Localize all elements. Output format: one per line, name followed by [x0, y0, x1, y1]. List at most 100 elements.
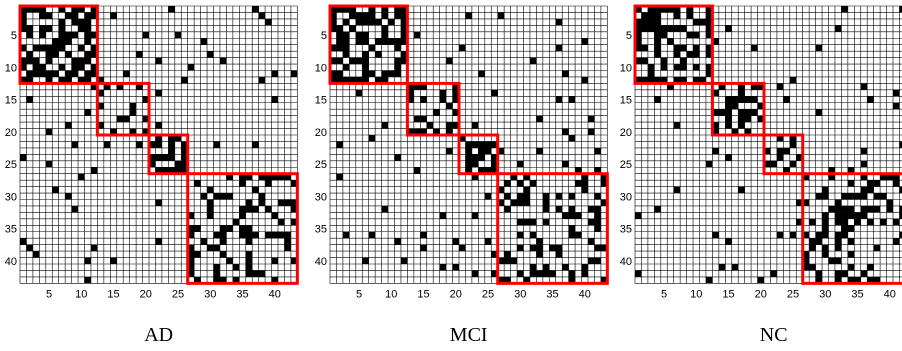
matrix-cell	[32, 44, 40, 52]
matrix-cell	[290, 180, 298, 187]
matrix-cell	[705, 31, 713, 39]
matrix-cell	[349, 6, 356, 13]
matrix-cell	[549, 244, 556, 252]
matrix-cell	[381, 6, 389, 13]
matrix-cell	[834, 212, 842, 219]
matrix-cell	[491, 160, 498, 168]
matrix-cell	[245, 257, 253, 264]
matrix-cell	[58, 31, 66, 39]
matrix-cell	[815, 231, 823, 239]
matrix-cell	[213, 244, 220, 252]
matrix-cell	[207, 51, 214, 58]
matrix-cell	[635, 44, 642, 52]
matrix-cell	[725, 96, 732, 103]
matrix-cell	[517, 244, 524, 252]
matrix-cell	[686, 6, 694, 13]
matrix-cell	[439, 212, 447, 219]
matrix-panel-nc: 5 10 15 20 25 30 35 40 5 10 15 20 25 30 35 40 NC	[620, 4, 902, 346]
matrix-cell	[484, 141, 492, 148]
matrix-cell	[789, 135, 797, 142]
y-tick-label: 40	[620, 256, 632, 268]
matrix-cell	[39, 12, 46, 19]
matrix-cell	[84, 276, 91, 284]
matrix-cell	[336, 173, 343, 181]
y-tick-label: 20	[315, 127, 327, 139]
matrix-cell	[673, 6, 681, 13]
matrix-cell	[452, 264, 459, 271]
matrix-cell	[394, 12, 401, 19]
matrix-cell	[400, 51, 408, 58]
matrix-cell	[368, 12, 376, 19]
matrix-cell	[510, 173, 518, 181]
matrix-cell	[660, 31, 668, 39]
matrix-cell	[673, 122, 681, 129]
matrix-cell	[860, 160, 868, 168]
matrix-cell	[757, 276, 764, 284]
matrix-cell	[381, 205, 389, 213]
matrix-cell	[232, 218, 240, 226]
matrix-cell	[39, 44, 46, 52]
matrix-cell	[860, 173, 868, 181]
matrix-cell	[26, 31, 33, 39]
matrix-cell	[155, 199, 162, 206]
matrix-cell	[446, 102, 453, 110]
matrix-cell	[484, 238, 492, 245]
matrix-cell	[705, 70, 713, 77]
matrix-cell	[510, 199, 518, 206]
matrix-cell	[45, 160, 53, 168]
matrix-cell	[776, 83, 784, 90]
matrix-cell	[581, 270, 588, 277]
y-tick-label: 40	[5, 256, 17, 268]
matrix-cell	[783, 147, 790, 155]
matrix-cell	[452, 109, 459, 116]
x-tick-label: 30	[819, 288, 831, 300]
matrix-cell	[336, 6, 343, 13]
matrix-cell	[58, 38, 66, 45]
matrix-cell	[809, 238, 816, 245]
matrix-cell	[290, 218, 298, 226]
matrix-cell	[594, 193, 601, 200]
matrix-cell	[413, 83, 421, 90]
matrix-cell	[491, 251, 498, 258]
matrix-cell	[581, 264, 588, 271]
matrix-cell	[181, 141, 188, 148]
matrix-cell	[465, 167, 472, 174]
matrix-cell	[893, 218, 900, 226]
matrix-cell	[355, 31, 363, 39]
matrix-cell	[78, 173, 85, 181]
matrix-cell	[660, 64, 668, 71]
matrix-cell	[465, 154, 472, 161]
matrix-cell	[822, 193, 829, 200]
matrix-cell	[815, 276, 823, 284]
matrix-cell	[693, 44, 700, 52]
matrix-cell	[400, 257, 408, 264]
matrix-cell	[555, 193, 563, 200]
matrix-cell	[381, 25, 389, 32]
matrix-cell	[168, 147, 175, 155]
matrix-cell	[336, 76, 343, 84]
matrix-cell	[336, 141, 343, 148]
matrix-cell	[873, 244, 881, 252]
matrix-cell	[764, 147, 771, 155]
matrix-cell	[738, 186, 745, 194]
matrix-cell	[258, 173, 266, 181]
matrix-cell	[822, 225, 829, 232]
matrix-cell	[822, 231, 829, 239]
matrix-cell	[497, 257, 505, 264]
matrix-cell	[847, 167, 855, 174]
matrix-cell	[815, 238, 823, 245]
matrix-cell	[834, 238, 842, 245]
matrix-cell	[84, 25, 91, 32]
matrix-cell	[39, 64, 46, 71]
matrix-cell	[265, 18, 272, 26]
matrix-cell	[39, 31, 46, 39]
matrix-cell	[226, 257, 233, 264]
matrix-cell	[84, 18, 91, 26]
matrix-cell	[484, 167, 492, 174]
matrix-cell	[258, 12, 266, 19]
matrix-cell	[751, 44, 758, 52]
matrix-cell	[290, 199, 298, 206]
x-tick-label: 20	[140, 288, 152, 300]
matrix-cell	[368, 18, 376, 26]
matrix-cell	[103, 141, 111, 148]
